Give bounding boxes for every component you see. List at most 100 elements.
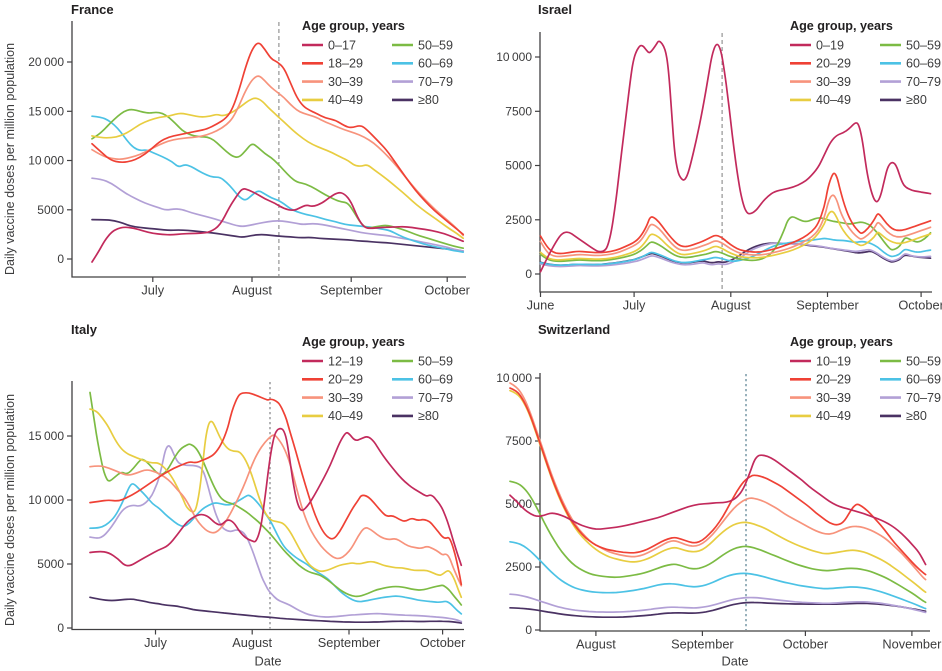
series-line-italy-30-39 — [89, 434, 463, 587]
series-line-france-50-59 — [91, 108, 465, 250]
legend-label-switzerland-20-29: 20–29 — [816, 373, 851, 387]
x-tick-label-switzerland: October — [783, 637, 829, 652]
panel-title-israel: Israel — [538, 2, 572, 17]
y-axis-label-bottom-row: Daily vaccine doses per million populati… — [3, 393, 17, 627]
legend-label-france-40-49: 40–49 — [328, 93, 363, 107]
series-line-switzerland-50-59 — [509, 480, 927, 604]
y-tick-label-israel: 5000 — [505, 159, 532, 173]
panel-title-france: France — [71, 2, 114, 17]
y-tick-label-france: 5000 — [37, 203, 64, 217]
legend-label-israel-40-49: 40–49 — [816, 93, 851, 107]
x-tick-label-france: August — [232, 283, 272, 298]
x-tick-label-italy: July — [144, 635, 167, 650]
axes-france — [71, 21, 466, 278]
legend-label-france-30-39: 30–39 — [328, 75, 363, 89]
panel-israel: 0 2500 5000 7500 10 000 June July August Septemb… — [496, 19, 942, 313]
legend-label-italy-50-59: 50–59 — [418, 354, 453, 368]
legend-label-israel-20-29: 20–29 — [816, 57, 851, 71]
panel-title-switzerland: Switzerland — [538, 322, 611, 337]
series-line-france-0-17 — [91, 188, 465, 263]
series-line-switzerland-ge80 — [509, 601, 927, 619]
series-line-israel-20-29 — [539, 172, 932, 255]
legend-label-israel-60-69: 60–69 — [906, 57, 941, 71]
x-tick-label-france: September — [320, 283, 383, 298]
x-tick-label-switzerland: September — [671, 637, 734, 652]
legend-label-israel-70-79: 70–79 — [906, 75, 941, 89]
series-line-italy-ge80 — [89, 596, 463, 624]
y-tick-label-israel: 0 — [525, 267, 532, 281]
legend-label-israel-50-59: 50–59 — [906, 38, 941, 52]
y-tick-label-italy: 5000 — [37, 557, 64, 571]
x-tick-label-israel: July — [623, 298, 646, 313]
legend-label-italy-12-19: 12–19 — [328, 354, 363, 368]
legend-italy: Age group, years 12–19 20–29 30–39 40–49 50–5… — [302, 335, 453, 423]
y-tick-label-switzerland: 2500 — [505, 560, 532, 574]
legend-label-israel-0-19: 0–19 — [816, 38, 844, 52]
legend-title-italy: Age group, years — [302, 335, 405, 349]
y-tick-label-switzerland: 10 000 — [496, 371, 532, 385]
y-tick-label-france: 0 — [57, 252, 64, 266]
legend-label-italy-40-49: 40–49 — [328, 409, 363, 423]
legend-label-france-50-59: 50–59 — [418, 38, 453, 52]
series-line-switzerland-20-29 — [509, 387, 927, 576]
legend-title-switzerland: Age group, years — [790, 335, 893, 349]
legend-label-italy-60-69: 60–69 — [418, 373, 453, 387]
legend-title-israel: Age group, years — [790, 19, 893, 33]
series-line-france-ge80 — [91, 218, 465, 252]
x-tick-label-switzerland: August — [576, 637, 616, 652]
series-line-switzerland-70-79 — [509, 593, 927, 614]
x-tick-label-israel: August — [711, 298, 751, 313]
x-tick-label-italy: October — [420, 635, 466, 650]
x-axis-label-italy: Date — [254, 653, 282, 669]
series-line-israel-40-49 — [539, 210, 932, 261]
legend-label-france-70-79: 70–79 — [418, 75, 453, 89]
series-line-italy-60-69 — [89, 483, 463, 615]
y-tick-label-france: 20 000 — [28, 55, 64, 69]
legend-title-france: Age group, years — [302, 19, 405, 33]
y-tick-label-switzerland: 0 — [525, 623, 532, 637]
x-tick-label-france: October — [424, 283, 470, 298]
series-line-france-40-49 — [91, 97, 465, 240]
panel-title-italy: Italy — [71, 322, 98, 337]
legend-france: Age group, years 0–17 18–29 30–39 40–49 50–59… — [302, 19, 453, 107]
legend-label-israel-30-39: 30–39 — [816, 75, 851, 89]
series-line-france-70-79 — [91, 177, 465, 252]
legend-label-italy-30-39: 30–39 — [328, 391, 363, 405]
x-tick-label-italy: August — [232, 635, 272, 650]
y-tick-label-israel: 7500 — [505, 105, 532, 119]
legend-switzerland: Age group, years 10–19 20–29 30–39 40–49 50–5… — [790, 335, 941, 423]
legend-label-france-ge80: ≥80 — [418, 93, 439, 107]
series-line-italy-12-19 — [89, 427, 463, 567]
x-tick-label-italy: September — [318, 635, 381, 650]
legend-label-switzerland-50-59: 50–59 — [906, 354, 941, 368]
series-line-switzerland-40-49 — [509, 389, 927, 594]
series-line-france-18-29 — [91, 42, 465, 236]
legend-label-switzerland-10-19: 10–19 — [816, 354, 851, 368]
series-line-switzerland-10-19 — [509, 454, 927, 566]
y-axis-label-top-row: Daily vaccine doses per million populati… — [3, 42, 17, 276]
x-axis-label-switzerland: Date — [721, 653, 749, 669]
legend-label-switzerland-60-69: 60–69 — [906, 373, 941, 387]
legend-label-switzerland-40-49: 40–49 — [816, 409, 851, 423]
series-line-france-30-39 — [91, 75, 465, 237]
x-tick-label-israel: September — [796, 298, 859, 313]
legend-label-israel-ge80: ≥80 — [906, 93, 927, 107]
series-line-israel-0-19 — [539, 40, 932, 273]
y-tick-label-italy: 10 000 — [28, 493, 64, 507]
series-line-italy-20-29 — [89, 391, 463, 586]
x-tick-label-switzerland: November — [882, 637, 942, 652]
y-tick-label-italy: 15 000 — [28, 429, 64, 443]
legend-label-france-60-69: 60–69 — [418, 57, 453, 71]
axes-switzerland — [539, 373, 930, 632]
panel-france: 0 5000 10 000 15 000 20 000 July August Septemb… — [28, 19, 470, 298]
legend-label-france-0-17: 0–17 — [328, 38, 356, 52]
x-tick-label-france: July — [141, 283, 164, 298]
panel-italy: 0 5000 10 000 15 000 July August September Octo… — [28, 335, 466, 650]
legend-label-france-18-29: 18–29 — [328, 57, 363, 71]
series-line-israel-70-79 — [539, 242, 932, 268]
legend-label-switzerland-ge80: ≥80 — [906, 409, 927, 423]
series-line-israel-30-39 — [539, 194, 932, 258]
x-tick-label-israel: June — [527, 298, 555, 313]
